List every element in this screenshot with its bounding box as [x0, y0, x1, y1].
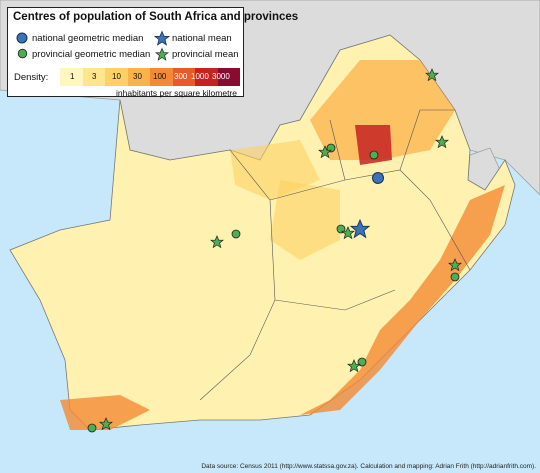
scale-step: [195, 68, 218, 86]
density-coast-east: [300, 185, 505, 415]
data-source-credit: Data source: Census 2011 (http://www.sta…: [201, 463, 536, 470]
tick-1: 1: [70, 72, 75, 81]
national-geometric-median: [372, 172, 384, 184]
national-mean-star-icon: [154, 30, 170, 46]
legend-national-mean: national mean: [172, 33, 232, 44]
provincial-geometric-median: [369, 150, 379, 160]
provincial-mean-star: [425, 68, 439, 82]
national-mean-star: [349, 218, 371, 239]
provincial-geometric-median: [87, 423, 97, 433]
tick-1000: 1000: [191, 72, 209, 81]
density-cape: [60, 395, 150, 430]
legend-provincial-geometric-median: provincial geometric median: [32, 49, 151, 60]
map-legend: Centres of population of South Africa an…: [7, 7, 299, 98]
provincial-mean-star: [435, 135, 449, 149]
legend-national-geometric-median: national geometric median: [32, 33, 144, 44]
tick-30: 30: [133, 72, 142, 81]
provincial-mean-star: [448, 258, 462, 272]
provincial-markers: [87, 68, 462, 433]
density-north-east: [310, 60, 455, 160]
scale-step: [82, 68, 105, 86]
density-color-scale: [60, 68, 240, 86]
tick-10: 10: [112, 72, 121, 81]
scale-step: [217, 68, 240, 86]
tick-3000: 3000: [212, 72, 230, 81]
provincial-geometric-median: [450, 272, 460, 282]
density-free-state: [270, 180, 340, 260]
scale-step: [60, 68, 83, 86]
scale-step: [172, 68, 195, 86]
tick-300: 300: [174, 72, 188, 81]
legend-title: Centres of population of South Africa an…: [13, 11, 299, 23]
provincial-mean-star: [347, 359, 361, 373]
legend-provincial-mean: provincial mean: [172, 49, 239, 60]
tick-100: 100: [153, 72, 167, 81]
provincial-mean-star: [99, 417, 113, 431]
provincial-geometric-median-icon: [17, 48, 28, 59]
density-north-west: [230, 140, 320, 200]
density-label: Density:: [14, 72, 49, 83]
scale-step: [105, 68, 128, 86]
provincial-mean-star: [210, 235, 224, 249]
tick-3: 3: [92, 72, 97, 81]
provincial-mean-star-icon: [155, 47, 169, 61]
national-geometric-median-icon: [16, 32, 28, 44]
province-borders: [199, 109, 471, 401]
scale-step: [127, 68, 150, 86]
provincial-geometric-median: [231, 229, 241, 239]
provincial-mean-star: [341, 226, 355, 240]
density-units: inhabitants per square kilometre: [116, 88, 237, 98]
density-gauteng: [355, 125, 392, 165]
provincial-mean-star: [318, 145, 332, 159]
scale-step: [150, 68, 173, 86]
